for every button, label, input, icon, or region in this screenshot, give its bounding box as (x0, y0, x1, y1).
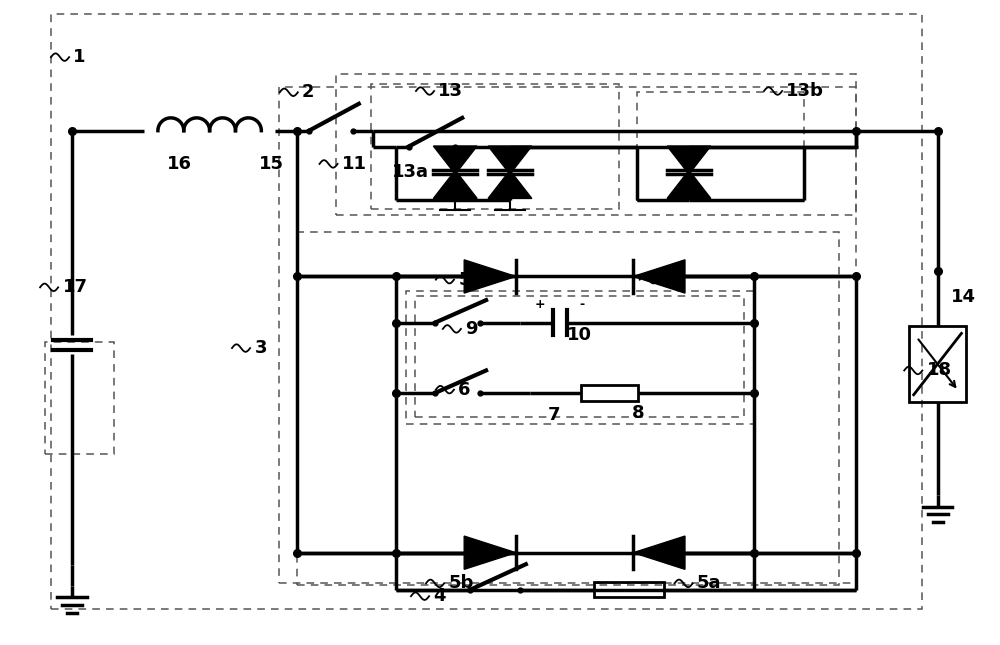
Text: +: + (534, 298, 545, 311)
Text: 14: 14 (950, 288, 975, 306)
Bar (415, 295, 744, 417)
Polygon shape (488, 170, 532, 199)
Bar (909, 326, 966, 402)
Polygon shape (667, 146, 711, 174)
Text: 9: 9 (465, 320, 478, 338)
Text: 13a: 13a (392, 163, 429, 181)
Text: 11: 11 (342, 155, 367, 173)
Polygon shape (464, 260, 516, 293)
Polygon shape (464, 536, 516, 570)
Bar (637, 92, 804, 201)
Text: 15: 15 (259, 155, 284, 173)
Text: 8: 8 (632, 404, 645, 422)
Text: 5c: 5c (458, 271, 481, 289)
Bar (336, 74, 856, 215)
Text: 13: 13 (438, 82, 463, 100)
Bar (594, 582, 664, 597)
Polygon shape (488, 146, 532, 174)
Polygon shape (433, 146, 477, 174)
Text: 7: 7 (548, 406, 560, 424)
Text: 17: 17 (62, 279, 87, 296)
Text: 2: 2 (302, 83, 315, 101)
Bar (406, 290, 754, 424)
Text: 16: 16 (167, 155, 192, 173)
Text: 4: 4 (433, 587, 446, 605)
Bar (279, 87, 856, 583)
Polygon shape (667, 170, 711, 199)
Text: 18: 18 (927, 361, 952, 379)
Polygon shape (433, 170, 477, 199)
Text: 5d: 5d (662, 271, 687, 289)
Bar (51, 14, 922, 609)
Polygon shape (633, 260, 685, 293)
Bar (371, 84, 619, 209)
Text: 6: 6 (458, 381, 471, 399)
Text: 3: 3 (254, 339, 267, 357)
Bar (297, 232, 839, 584)
Bar (581, 385, 638, 401)
Polygon shape (633, 536, 685, 570)
Text: 1: 1 (73, 48, 86, 66)
Text: 10: 10 (567, 326, 592, 344)
Bar (45, 342, 114, 453)
Text: -: - (579, 298, 584, 311)
Text: 5b: 5b (448, 575, 474, 592)
Text: 13b: 13b (786, 82, 824, 100)
Text: 5a: 5a (697, 575, 721, 592)
